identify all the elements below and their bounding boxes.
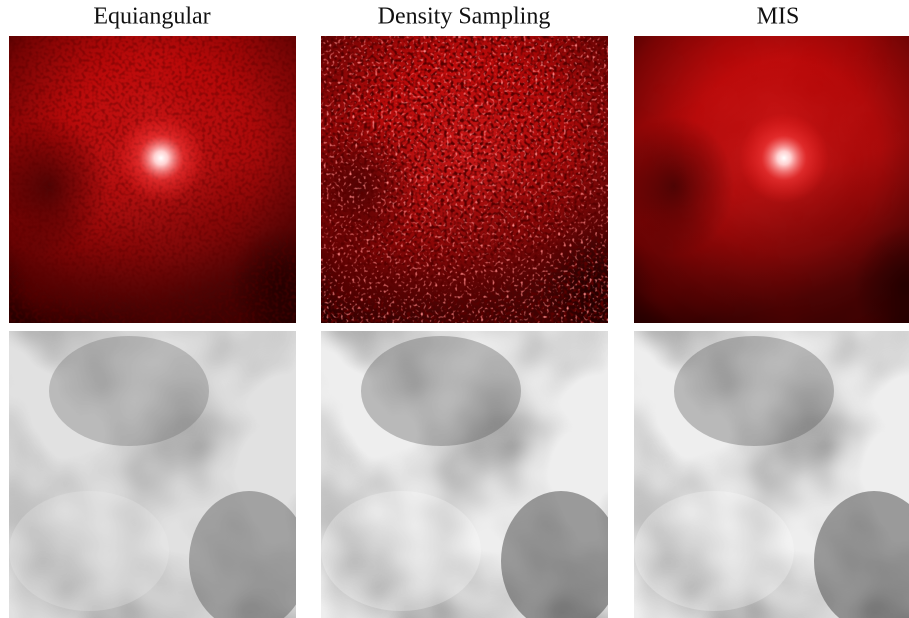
render-image xyxy=(634,331,909,618)
render-image xyxy=(9,331,309,618)
render-image xyxy=(321,331,621,618)
render-image xyxy=(301,36,641,346)
figure: Equiangular Density Sampling MIS xyxy=(0,0,909,618)
render-image xyxy=(0,36,329,346)
column-title: Equiangular xyxy=(93,4,210,30)
column-title: MIS xyxy=(757,4,800,30)
page: {"columns": [{"title": "Equiangular"}, {… xyxy=(0,0,909,618)
render-image xyxy=(614,36,909,346)
column-title: Density Sampling xyxy=(378,4,551,30)
